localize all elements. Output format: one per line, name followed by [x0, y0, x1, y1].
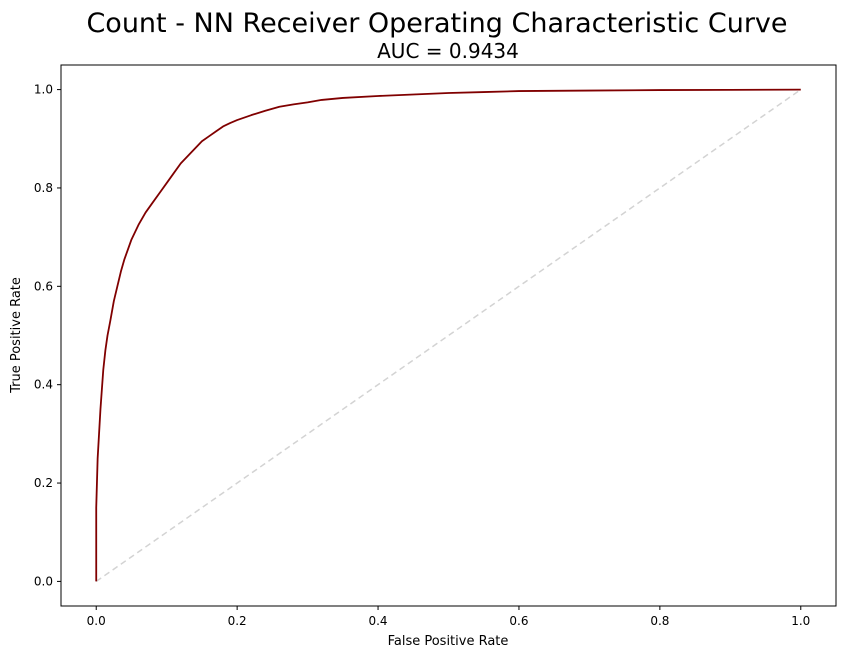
x-tick-label: 1.0 [791, 614, 810, 628]
y-tick-label: 0.6 [34, 279, 53, 293]
y-axis-label: True Positive Rate [9, 277, 24, 394]
plot-area [60, 64, 837, 607]
y-tick-label: 0.4 [34, 378, 53, 392]
y-tick-label: 0.2 [34, 476, 53, 490]
chart-title: Count - NN Receiver Operating Characteri… [86, 8, 787, 39]
y-tick-label: 1.0 [34, 83, 53, 97]
y-axis-ticks: 0.0 0.2 0.4 0.6 0.8 1.0 [34, 83, 61, 588]
y-tick-label: 0.0 [34, 574, 53, 588]
x-tick-label: 0.8 [650, 614, 669, 628]
roc-curve-line [95, 88, 801, 582]
x-axis-ticks: 0.0 0.2 0.4 0.6 0.8 1.0 [87, 606, 810, 628]
y-tick-label: 0.8 [34, 181, 53, 195]
x-tick-label: 0.2 [228, 614, 247, 628]
plot-frame [60, 64, 837, 607]
chart-subtitle: AUC = 0.9434 [377, 39, 519, 63]
series-layer [95, 88, 802, 583]
chance-diagonal-line [95, 88, 802, 583]
x-tick-label: 0.0 [87, 614, 106, 628]
x-tick-label: 0.6 [509, 614, 528, 628]
x-axis-label: False Positive Rate [388, 634, 509, 649]
x-tick-label: 0.4 [368, 614, 387, 628]
